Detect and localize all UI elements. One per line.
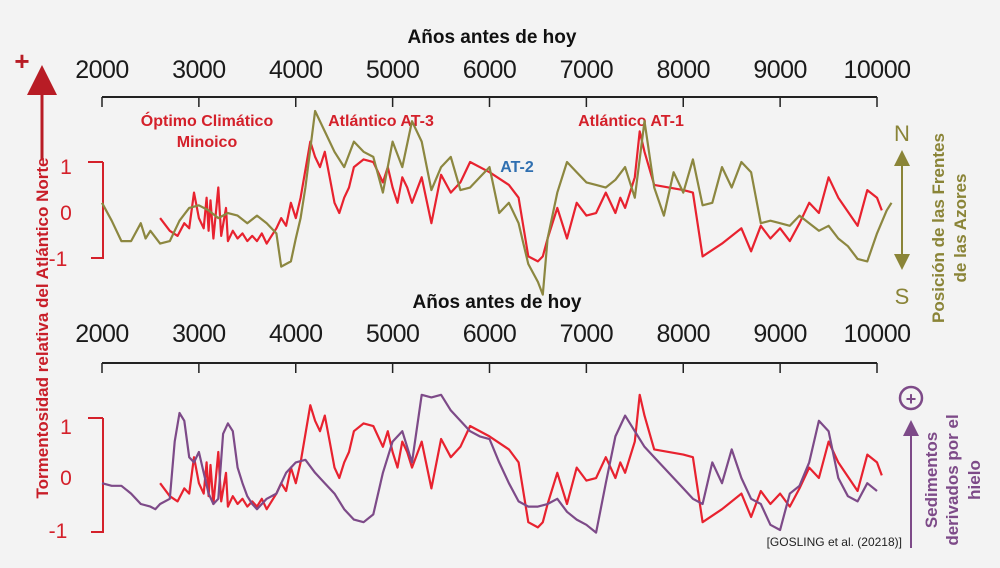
top-xtick-label: 8000 (656, 56, 710, 84)
plus-sign-left: + (14, 46, 29, 76)
bottom-ytick-minus1: -1 (49, 520, 68, 543)
top-xtick-label: 9000 (753, 56, 807, 84)
top-xtick-label: 3000 (172, 56, 226, 84)
top-xtick-label: 5000 (366, 56, 420, 84)
top-xtick-label: 10000 (843, 56, 910, 84)
bottom-series-line-2 (101, 393, 878, 534)
bottom-series-group (101, 393, 883, 534)
bottom-xtick-label: 6000 (463, 320, 517, 348)
left-axis-label-storminess: Tormentosidad relativa del Atlántico Nor… (33, 157, 52, 498)
top-series-line-1 (159, 130, 883, 263)
right-label-sediments-line3: hielo (965, 460, 984, 500)
bottom-xaxis-ticks: 2000 3000 4000 5000 6000 7000 8000 9000 10000 (75, 320, 911, 348)
bottom-yaxis-bracket (91, 418, 104, 533)
top-series-group (101, 109, 893, 296)
plus-circle-icon (898, 385, 924, 411)
bottom-xtick-label: 2000 (75, 320, 129, 348)
bottom-xtick-label: 9000 (753, 320, 807, 348)
top-xaxis-tickmarks (101, 97, 878, 107)
annotation-optimo: Óptimo Climático (141, 111, 274, 130)
bottom-xtick-label: 7000 (560, 320, 614, 348)
bottom-xaxis-title: Años antes de hoy (413, 292, 582, 313)
bottom-ytick-0: 0 (60, 467, 72, 490)
top-series-line-2 (101, 109, 893, 296)
bottom-ytick-1: 1 (60, 416, 72, 439)
top-xaxis-title: Años antes de hoy (408, 27, 577, 48)
bottom-xtick-label: 10000 (843, 320, 910, 348)
annotation-at1: Atlántico AT-1 (578, 113, 684, 130)
right-label-sediments-line2: derivados por el (943, 414, 962, 545)
top-xtick-label: 6000 (463, 56, 517, 84)
top-ytick-1: 1 (60, 156, 72, 179)
bottom-xtick-label: 8000 (656, 320, 710, 348)
annotation-at3: Atlántico AT-3 (328, 113, 434, 130)
annotation-minoico: Minoico (177, 134, 238, 151)
top-ytick-minus1: -1 (49, 248, 68, 271)
source-citation: [GOSLING et al. (20218)] (767, 535, 902, 549)
top-xtick-label: 7000 (560, 56, 614, 84)
right-label-azores-line2: de las Azores (951, 174, 970, 283)
right-label-sediments-line1: Sedimentos (922, 432, 941, 528)
bottom-xtick-label: 5000 (366, 320, 420, 348)
annotation-at2: AT-2 (500, 159, 534, 176)
right-label-azores-line1: Posición de las Frentes (929, 133, 948, 323)
top-panel: Años antes de hoy 2000 3000 4000 5000 6000 70… (49, 27, 970, 323)
top-ytick-0: 0 (60, 202, 72, 225)
bottom-xaxis-tickmarks (101, 363, 878, 373)
top-yaxis-bracket (91, 162, 104, 259)
bottom-xtick-label: 4000 (269, 320, 323, 348)
bottom-xtick-label: 3000 (172, 320, 226, 348)
south-letter: S (895, 284, 910, 309)
top-xtick-label: 2000 (75, 56, 129, 84)
top-xtick-label: 4000 (269, 56, 323, 84)
north-letter: N (894, 121, 910, 146)
top-xaxis-ticks: 2000 3000 4000 5000 6000 7000 8000 9000 10000 (75, 56, 911, 84)
plus-sign-right: + (906, 389, 917, 409)
bottom-series-line-1 (159, 393, 883, 529)
bottom-panel: Años antes de hoy 2000 3000 4000 5000 6000 70… (49, 292, 984, 549)
